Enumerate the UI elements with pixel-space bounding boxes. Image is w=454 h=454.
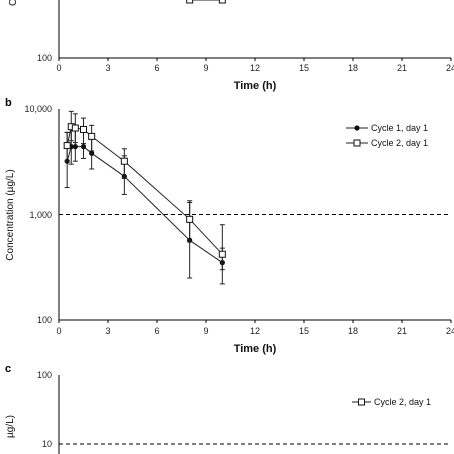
x-tick-label: 6 (154, 326, 159, 336)
panel-b-marks (63, 110, 226, 285)
panel-a-y-tick-100: 100 (37, 53, 52, 63)
panel-c-legend: Cycle 2, day 1 (352, 397, 431, 407)
panel-b-x-ticks: 0 3 6 9 12 15 18 21 24 (56, 320, 454, 336)
data-point-square (120, 157, 128, 165)
panel-a: C 100 0 3 6 9 12 15 18 21 24 Time (h) (8, 0, 454, 92)
data-point-square (186, 0, 194, 4)
x-tick-label: 21 (397, 63, 407, 73)
legend-label-cycle2: Cycle 2, day 1 (371, 138, 428, 148)
x-tick-label: 0 (56, 326, 61, 336)
x-tick-label: 24 (446, 326, 454, 336)
panel-b-legend: Cycle 1, day 1 Cycle 2, day 1 (346, 123, 428, 148)
legend-marker-cycle2 (353, 139, 361, 147)
panel-b-y-label: Concentration (µg/L) (5, 169, 16, 260)
x-tick-label: 9 (203, 63, 208, 73)
x-tick-label: 6 (154, 63, 159, 73)
x-tick-label: 3 (105, 326, 110, 336)
data-point-square (88, 132, 96, 140)
x-tick-label: 12 (250, 63, 260, 73)
panel-a-x-label: Time (h) (234, 80, 277, 92)
panel-b-y-tick-10000: 10,000 (24, 104, 52, 114)
x-tick-label: 18 (348, 63, 358, 73)
data-point-square (218, 0, 226, 4)
x-tick-label: 9 (203, 326, 208, 336)
panel-c-y-label-partial: µg/L) (5, 415, 16, 438)
x-tick-label: 12 (250, 326, 260, 336)
data-point-square (218, 250, 226, 258)
x-tick-label: 15 (299, 326, 309, 336)
legend-label-cycle1: Cycle 1, day 1 (371, 123, 428, 133)
panel-b-y-tick-1000: 1,000 (29, 210, 52, 220)
panel-c-y-tick-10: 10 (42, 439, 52, 449)
panel-c: c 100 10 µg/L) Cycle 2, day 1 (5, 363, 451, 454)
panel-b: b Concentration (µg/L) 100 1,000 10,000 … (5, 97, 454, 355)
panel-c-y-tick-100: 100 (37, 370, 52, 380)
x-tick-label: 18 (348, 326, 358, 336)
legend-label-c-cycle2: Cycle 2, day 1 (374, 397, 431, 407)
series-line-0 (66, 146, 223, 264)
panel-b-label: b (5, 97, 12, 109)
series-line-1 (66, 126, 223, 255)
data-point-square (63, 142, 71, 150)
panel-c-label: c (5, 363, 11, 375)
legend-marker-c-cycle2 (358, 398, 365, 406)
data-point-circle (89, 150, 95, 156)
data-point-square (71, 124, 79, 132)
x-tick-label: 21 (397, 326, 407, 336)
panel-b-x-label: Time (h) (234, 343, 277, 355)
panel-a-y-label-partial: C (8, 0, 19, 6)
data-point-square (186, 215, 194, 223)
legend-marker-cycle1 (354, 125, 360, 131)
x-tick-label: 3 (105, 63, 110, 73)
data-point-circle (80, 144, 87, 150)
x-tick-label: 15 (299, 63, 309, 73)
panel-a-x-ticks: 0 3 6 9 12 15 18 21 24 (56, 58, 454, 73)
panel-a-marks (186, 0, 226, 4)
data-point-circle (72, 144, 78, 150)
x-tick-label: 24 (446, 63, 454, 73)
data-point-square (80, 125, 87, 133)
x-tick-label: 0 (56, 63, 61, 73)
panel-b-y-tick-100: 100 (37, 315, 52, 325)
